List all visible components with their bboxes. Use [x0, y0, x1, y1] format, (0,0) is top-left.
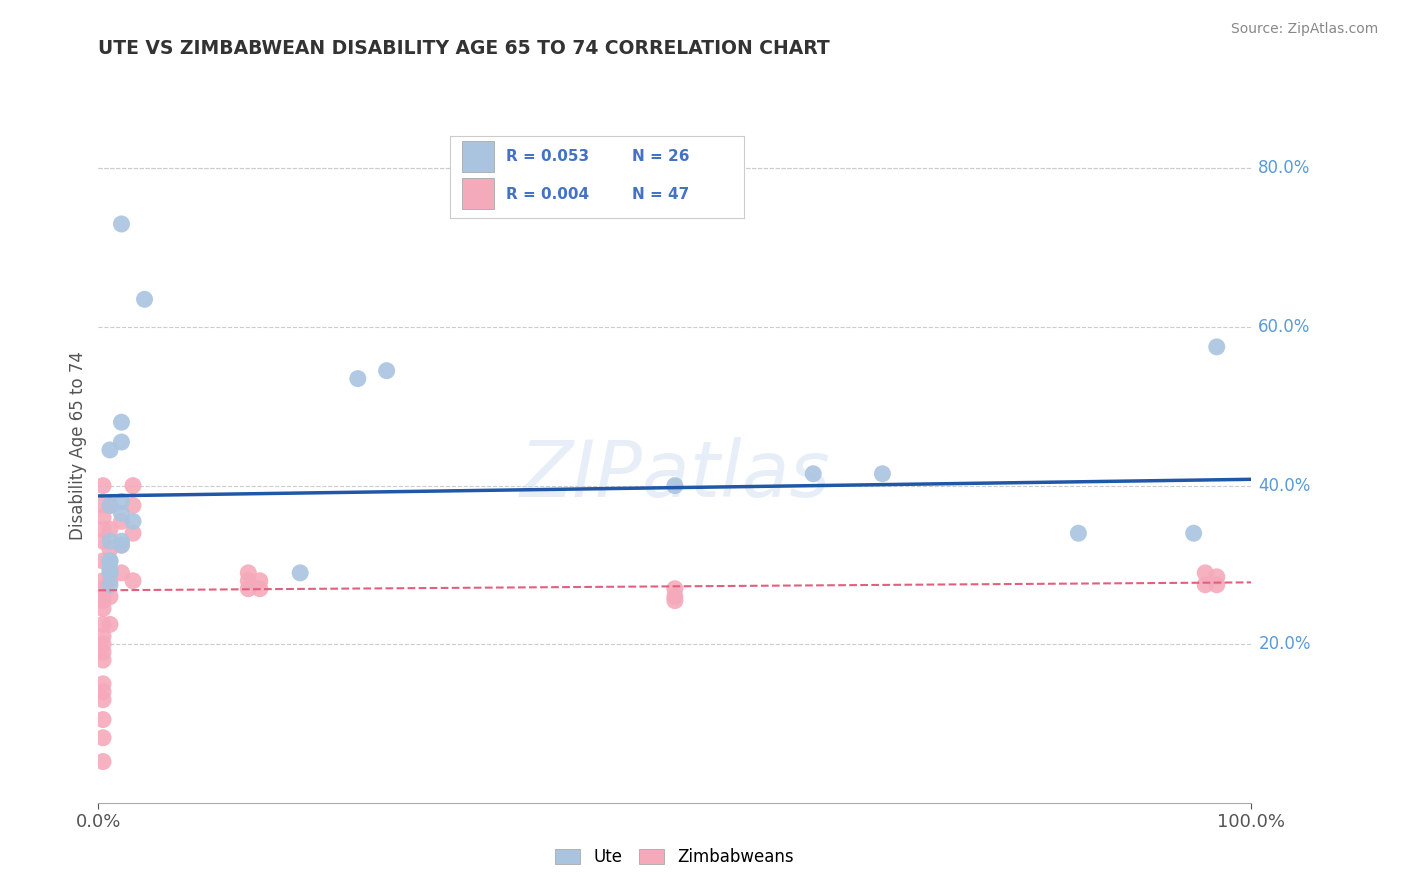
Point — [91, 637, 114, 651]
Point — [110, 538, 132, 552]
Point — [1194, 578, 1216, 592]
Point — [91, 522, 114, 536]
Point — [110, 435, 132, 450]
Point — [664, 582, 686, 596]
Point — [91, 731, 114, 745]
Text: ZIPatlas: ZIPatlas — [519, 436, 831, 513]
Point — [98, 499, 121, 513]
Point — [98, 574, 121, 588]
Point — [110, 514, 132, 528]
Point — [122, 574, 145, 588]
Point — [1205, 578, 1227, 592]
Point — [91, 685, 114, 699]
Point — [91, 617, 114, 632]
Point — [249, 574, 271, 588]
Point — [375, 364, 398, 378]
Point — [346, 371, 368, 385]
Point — [91, 582, 114, 596]
Point — [91, 645, 114, 659]
Point — [91, 574, 114, 588]
Point — [98, 542, 121, 557]
Point — [91, 590, 114, 604]
Point — [91, 692, 114, 706]
Point — [1194, 566, 1216, 580]
Point — [110, 494, 132, 508]
Point — [98, 522, 121, 536]
Point — [110, 415, 132, 429]
Point — [98, 617, 121, 632]
Point — [1182, 526, 1205, 541]
FancyBboxPatch shape — [461, 141, 494, 171]
Point — [91, 755, 114, 769]
Point — [238, 574, 260, 588]
Point — [91, 677, 114, 691]
FancyBboxPatch shape — [461, 178, 494, 210]
Point — [110, 538, 132, 552]
Text: 40.0%: 40.0% — [1258, 476, 1310, 495]
Point — [238, 582, 260, 596]
Point — [801, 467, 824, 481]
Point — [872, 467, 894, 481]
Point — [122, 514, 145, 528]
Point — [238, 566, 260, 580]
Point — [98, 499, 121, 513]
Point — [664, 593, 686, 607]
Point — [98, 566, 121, 580]
Point — [91, 653, 114, 667]
Point — [91, 478, 114, 492]
Point — [110, 566, 132, 580]
Point — [110, 534, 132, 549]
Point — [98, 578, 121, 592]
Point — [664, 478, 686, 492]
Point — [91, 510, 114, 524]
Point — [122, 499, 145, 513]
Point — [1205, 340, 1227, 354]
Point — [91, 593, 114, 607]
Point — [290, 566, 312, 580]
Point — [98, 554, 121, 568]
Point — [122, 526, 145, 541]
Point — [249, 582, 271, 596]
Point — [91, 713, 114, 727]
Point — [98, 554, 121, 568]
Point — [98, 590, 121, 604]
Point — [91, 534, 114, 549]
Text: N = 26: N = 26 — [633, 149, 690, 163]
Point — [91, 601, 114, 615]
Text: 20.0%: 20.0% — [1258, 635, 1310, 653]
Point — [664, 590, 686, 604]
Legend: Ute, Zimbabweans: Ute, Zimbabweans — [548, 842, 801, 873]
Text: Source: ZipAtlas.com: Source: ZipAtlas.com — [1230, 22, 1378, 37]
Point — [110, 217, 132, 231]
Point — [1067, 526, 1090, 541]
Point — [134, 293, 156, 307]
Point — [122, 478, 145, 492]
Point — [98, 562, 121, 576]
Text: 60.0%: 60.0% — [1258, 318, 1310, 336]
Point — [1205, 570, 1227, 584]
Text: N = 47: N = 47 — [633, 186, 689, 202]
Point — [110, 507, 132, 521]
Point — [98, 534, 121, 549]
Point — [91, 499, 114, 513]
Text: R = 0.004: R = 0.004 — [506, 186, 589, 202]
Point — [98, 442, 121, 457]
Point — [91, 629, 114, 643]
Text: 80.0%: 80.0% — [1258, 160, 1310, 178]
Text: R = 0.053: R = 0.053 — [506, 149, 589, 163]
Text: UTE VS ZIMBABWEAN DISABILITY AGE 65 TO 74 CORRELATION CHART: UTE VS ZIMBABWEAN DISABILITY AGE 65 TO 7… — [98, 39, 830, 58]
Point — [91, 554, 114, 568]
Y-axis label: Disability Age 65 to 74: Disability Age 65 to 74 — [69, 351, 87, 541]
